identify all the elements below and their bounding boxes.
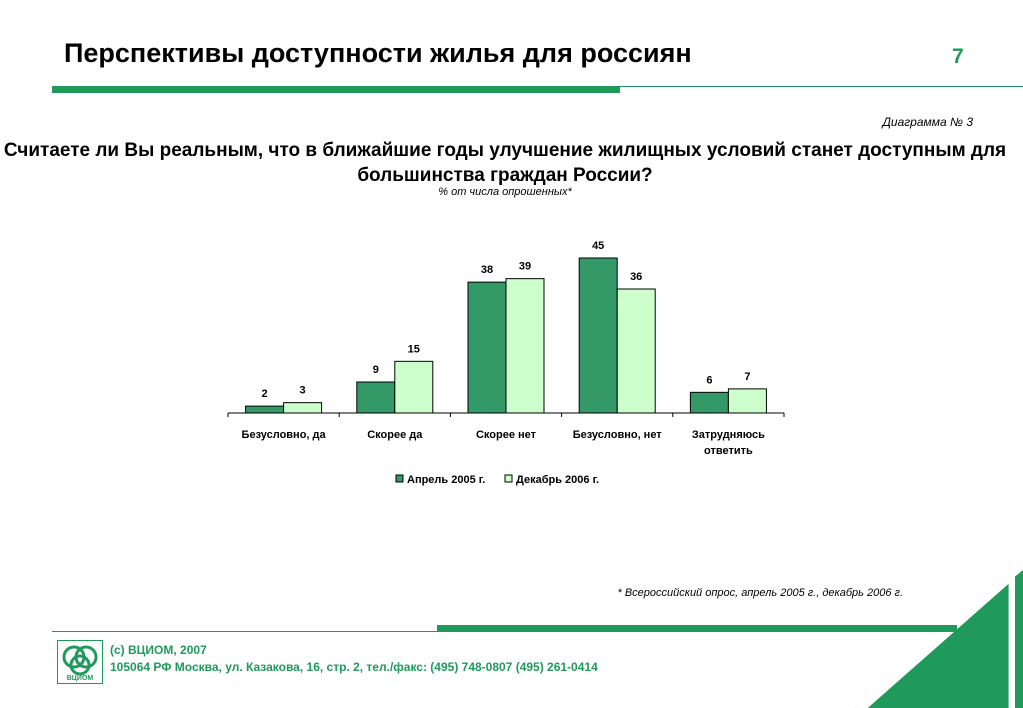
bar-december-2006 (283, 402, 323, 414)
category-label: Скорее нет (476, 429, 537, 441)
bar-april-2005 (356, 381, 396, 414)
data-label: 3 (300, 385, 306, 397)
chart-subtitle: % от числа опрошенных* (438, 186, 572, 198)
header-rule-thin (620, 86, 1023, 87)
bar-april-2005 (245, 405, 285, 414)
page-number: 7 (952, 45, 964, 68)
bar-december-2006 (727, 388, 767, 414)
diagram-label: Диаграмма № 3 (882, 115, 973, 129)
footnote: * Всероссийский опрос, апрель 2005 г., д… (617, 587, 903, 599)
data-label: 36 (630, 271, 642, 283)
data-label: 15 (408, 343, 420, 355)
logo-text: ВЦИОМ (67, 675, 94, 682)
bar-april-2005 (578, 257, 618, 414)
bar-april-2005 (467, 281, 507, 414)
data-label: 38 (481, 264, 493, 276)
data-label: 9 (373, 364, 379, 376)
data-label: 6 (706, 374, 712, 386)
footer-rule-thin (52, 631, 437, 632)
bar-december-2006 (394, 360, 434, 414)
category-label: Затрудняюсь (692, 429, 765, 441)
category-label: ответить (704, 445, 753, 457)
data-label: 7 (744, 371, 750, 383)
data-label: 45 (592, 240, 604, 252)
category-label: Безусловно, да (242, 429, 327, 441)
chart-title: Считаете ли Вы реальным, что в ближайшие… (3, 140, 1007, 186)
bar-december-2006 (616, 288, 656, 414)
data-label: 2 (262, 388, 268, 400)
bar-december-2006 (505, 278, 545, 414)
footer-rule-thick (437, 625, 957, 632)
header-rule-thick (52, 86, 620, 93)
footer-copyright: (с) ВЦИОМ, 2007 (110, 643, 207, 657)
category-label: Скорее да (367, 429, 423, 441)
page-title: Перспективы доступности жилья для россия… (64, 38, 692, 68)
legend-swatch (395, 474, 404, 483)
legend-label: Апрель 2005 г. (407, 474, 485, 486)
legend-swatch (504, 474, 513, 483)
bar-april-2005 (689, 391, 729, 414)
footer-address: 105064 РФ Москва, ул. Казакова, 16, стр.… (110, 660, 598, 674)
data-label: 39 (519, 261, 531, 273)
category-label: Безусловно, нет (573, 429, 663, 441)
legend-label: Декабрь 2006 г. (516, 474, 599, 486)
vciom-logo: ВЦИОМ (57, 640, 103, 684)
